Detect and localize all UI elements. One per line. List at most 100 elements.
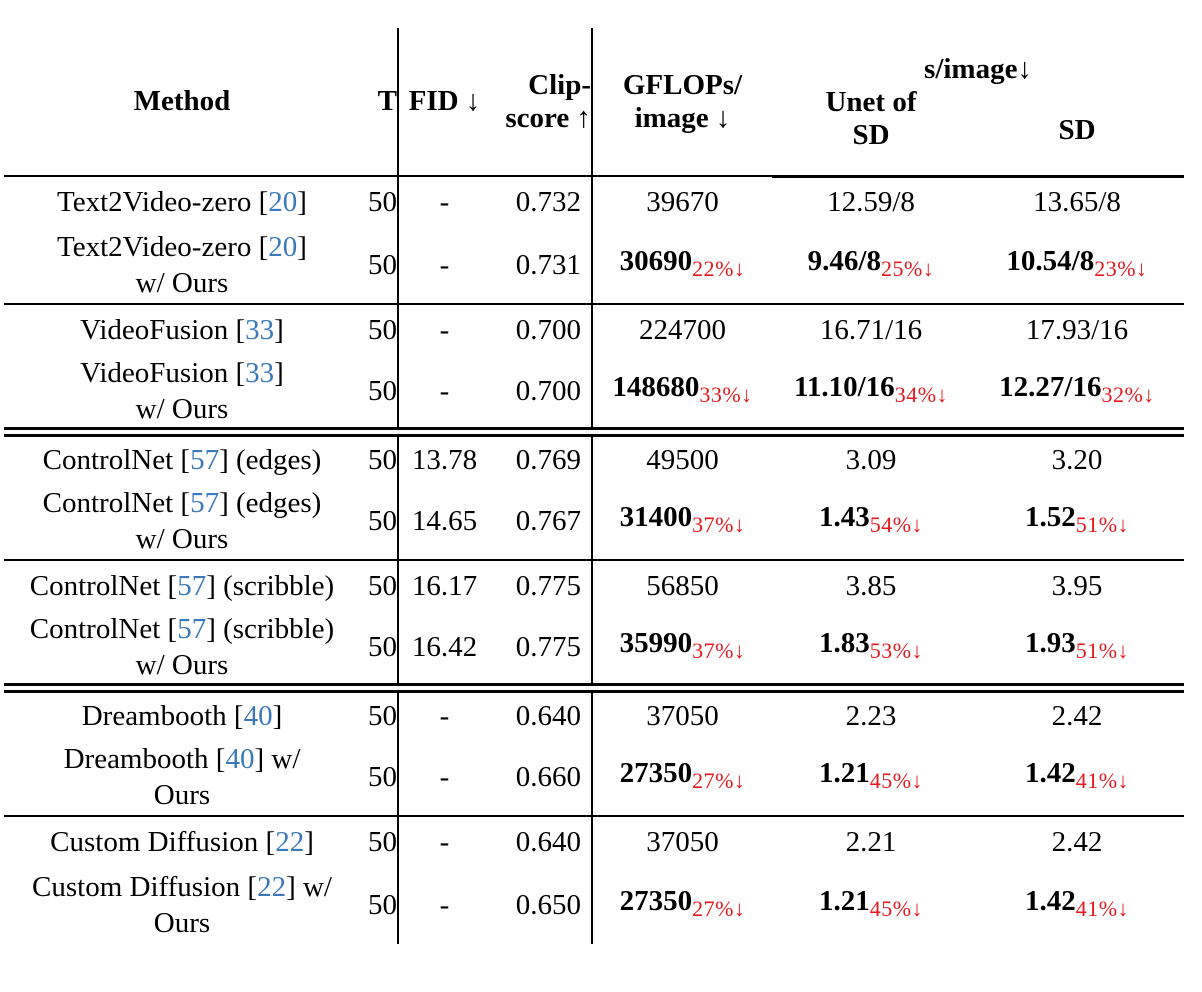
method-text: ] <box>304 825 314 858</box>
method-cell: Dreambooth [40] <box>4 688 360 738</box>
method-cell: ControlNet [57] (scribble) <box>4 560 360 610</box>
t-cell: 50 <box>360 176 399 226</box>
row: ControlNet [57] (scribble) w/ Ours 50 16.42… <box>4 610 1184 688</box>
sd-reduction: 41%↓ <box>1075 767 1130 793</box>
method-text: w/ Ours <box>135 392 229 425</box>
unet-value: 3.85 <box>845 569 897 602</box>
t-cell: 50 <box>360 560 399 610</box>
clip-cell: 0.769 <box>515 443 581 476</box>
method-cell: ControlNet [57] (edges) <box>4 432 360 482</box>
method-cell: Custom Diffusion [22] w/Ours <box>4 866 360 944</box>
header-unet-line: Unet of <box>825 86 917 118</box>
sd-value: 1.42 <box>1024 885 1076 917</box>
t-cell: 50 <box>360 738 399 816</box>
citation: 22 <box>257 871 287 903</box>
t-cell: 50 <box>360 354 399 432</box>
unet-cell: 1.8353%↓ <box>772 610 970 688</box>
clip-cell: 0.660 <box>515 760 581 793</box>
method-cell: Text2Video-zero [20] w/ Ours <box>4 226 360 304</box>
gflops-cell: 3599037%↓ <box>591 610 772 688</box>
header-sd: SD <box>970 86 1184 178</box>
row: Dreambooth [40] w/Ours 50-0.660 2735027%↓ 1… <box>4 738 1184 816</box>
method-cell: Custom Diffusion [22] <box>4 816 360 866</box>
header-unet: Unet of SD <box>772 86 970 178</box>
sd-cell: 12.27/1632%↓ <box>970 354 1184 432</box>
citation: 20 <box>268 185 298 218</box>
method-text: ] (scribble) <box>206 612 335 645</box>
block: Dreambooth [40] 50-0.640 37050 2.23 2.42 Drea… <box>4 688 1184 816</box>
gflops-cell: 37050 <box>591 816 772 866</box>
fid-cell: 13.78 <box>411 443 478 476</box>
unet-reduction: 53%↓ <box>869 637 924 663</box>
gflops-cell: 49500 <box>591 432 772 482</box>
gflops-reduction: 22%↓ <box>692 255 746 281</box>
fid-cell: 14.65 <box>411 504 478 537</box>
clip-cell: 0.700 <box>515 374 581 407</box>
block: Text2Video-zero [20] 50-0.732 39670 12.59/8… <box>4 176 1184 304</box>
gflops-value: 27350 <box>619 756 693 789</box>
unet-reduction: 34%↓ <box>894 381 949 407</box>
sd-value: 12.27/16 <box>999 370 1102 403</box>
unet-cell: 3.85 <box>772 560 970 610</box>
unet-cell: 11.10/1634%↓ <box>772 354 970 432</box>
row: Text2Video-zero [20] w/ Ours 50 - 0.731 30690… <box>4 226 1184 304</box>
gflops-value: 27350 <box>619 885 693 917</box>
method-text: Dreambooth [ <box>63 742 226 775</box>
gflops-value: 39670 <box>646 185 719 218</box>
sd-cell: 1.9351%↓ <box>970 610 1184 688</box>
unet-reduction: 45%↓ <box>869 896 924 921</box>
method-cell: Dreambooth [40] w/Ours <box>4 738 360 816</box>
sd-value: 3.20 <box>1051 443 1103 476</box>
fid-cell: - <box>439 889 450 921</box>
sd-cell: 10.54/823%↓ <box>970 226 1184 304</box>
unet-value: 16.71/16 <box>819 313 923 346</box>
unet-cell: 1.2145%↓ <box>772 738 970 816</box>
gflops-value: 31400 <box>619 500 693 533</box>
sd-reduction: 23%↓ <box>1094 255 1148 281</box>
unet-reduction: 25%↓ <box>880 255 935 281</box>
method-text: ] (edges) <box>219 486 322 519</box>
method-text: Custom Diffusion [ <box>32 871 258 903</box>
gflops-value: 56850 <box>646 569 719 602</box>
sd-value: 17.93/16 <box>1025 313 1129 346</box>
header-t: T <box>377 85 397 117</box>
unet-cell: 3.09 <box>772 432 970 482</box>
t-cell: 50 <box>360 866 399 944</box>
method-text: ControlNet [ <box>42 486 191 519</box>
sd-value: 10.54/8 <box>1006 244 1095 277</box>
unet-value: 2.21 <box>845 825 897 858</box>
clip-cell: 0.640 <box>515 825 581 858</box>
table-header: Method T FID ↓ Clip-score ↑ GFLOPs/image… <box>4 28 1184 178</box>
row: ControlNet [57] (edges) w/ Ours 50 14.65 0.7… <box>4 482 1184 560</box>
method-text: Text2Video-zero [ <box>57 230 269 263</box>
t-cell: 50 <box>360 432 399 482</box>
sd-value: 13.65/8 <box>1033 185 1121 218</box>
gflops-cell: 2735027%↓ <box>591 738 772 816</box>
gflops-cell: 56850 <box>591 560 772 610</box>
sd-value: 1.42 <box>1024 756 1076 789</box>
method-text: ] (edges) <box>219 443 322 476</box>
method-text: VideoFusion [ <box>80 313 246 346</box>
unet-value: 1.21 <box>818 756 870 789</box>
row: Dreambooth [40] 50-0.640 37050 2.23 2.42 <box>4 688 1184 738</box>
gflops-cell: 39670 <box>591 176 772 226</box>
sd-cell: 2.42 <box>970 816 1184 866</box>
sd-reduction: 32%↓ <box>1101 381 1155 407</box>
header-time: s/image↓ <box>924 53 1032 85</box>
sd-value: 1.52 <box>1024 500 1076 533</box>
t-cell: 50 <box>360 226 399 304</box>
sd-cell: 1.4241%↓ <box>970 738 1184 816</box>
unet-cell: 2.21 <box>772 816 970 866</box>
gflops-value: 30690 <box>619 244 693 277</box>
method-text: VideoFusion [ <box>80 356 246 389</box>
unet-value: 11.10/16 <box>793 370 895 403</box>
gflops-value: 148680 <box>612 370 700 403</box>
method-cell: VideoFusion [33] <box>4 304 360 354</box>
method-text: w/ Ours <box>135 522 229 555</box>
sd-cell: 17.93/16 <box>970 304 1184 354</box>
method-cell: VideoFusion [33] w/ Ours <box>4 354 360 432</box>
sd-cell: 13.65/8 <box>970 176 1184 226</box>
method-text: ] w/ <box>286 871 332 903</box>
header-fid: FID ↓ <box>397 28 490 176</box>
gflops-value: 49500 <box>646 443 719 476</box>
